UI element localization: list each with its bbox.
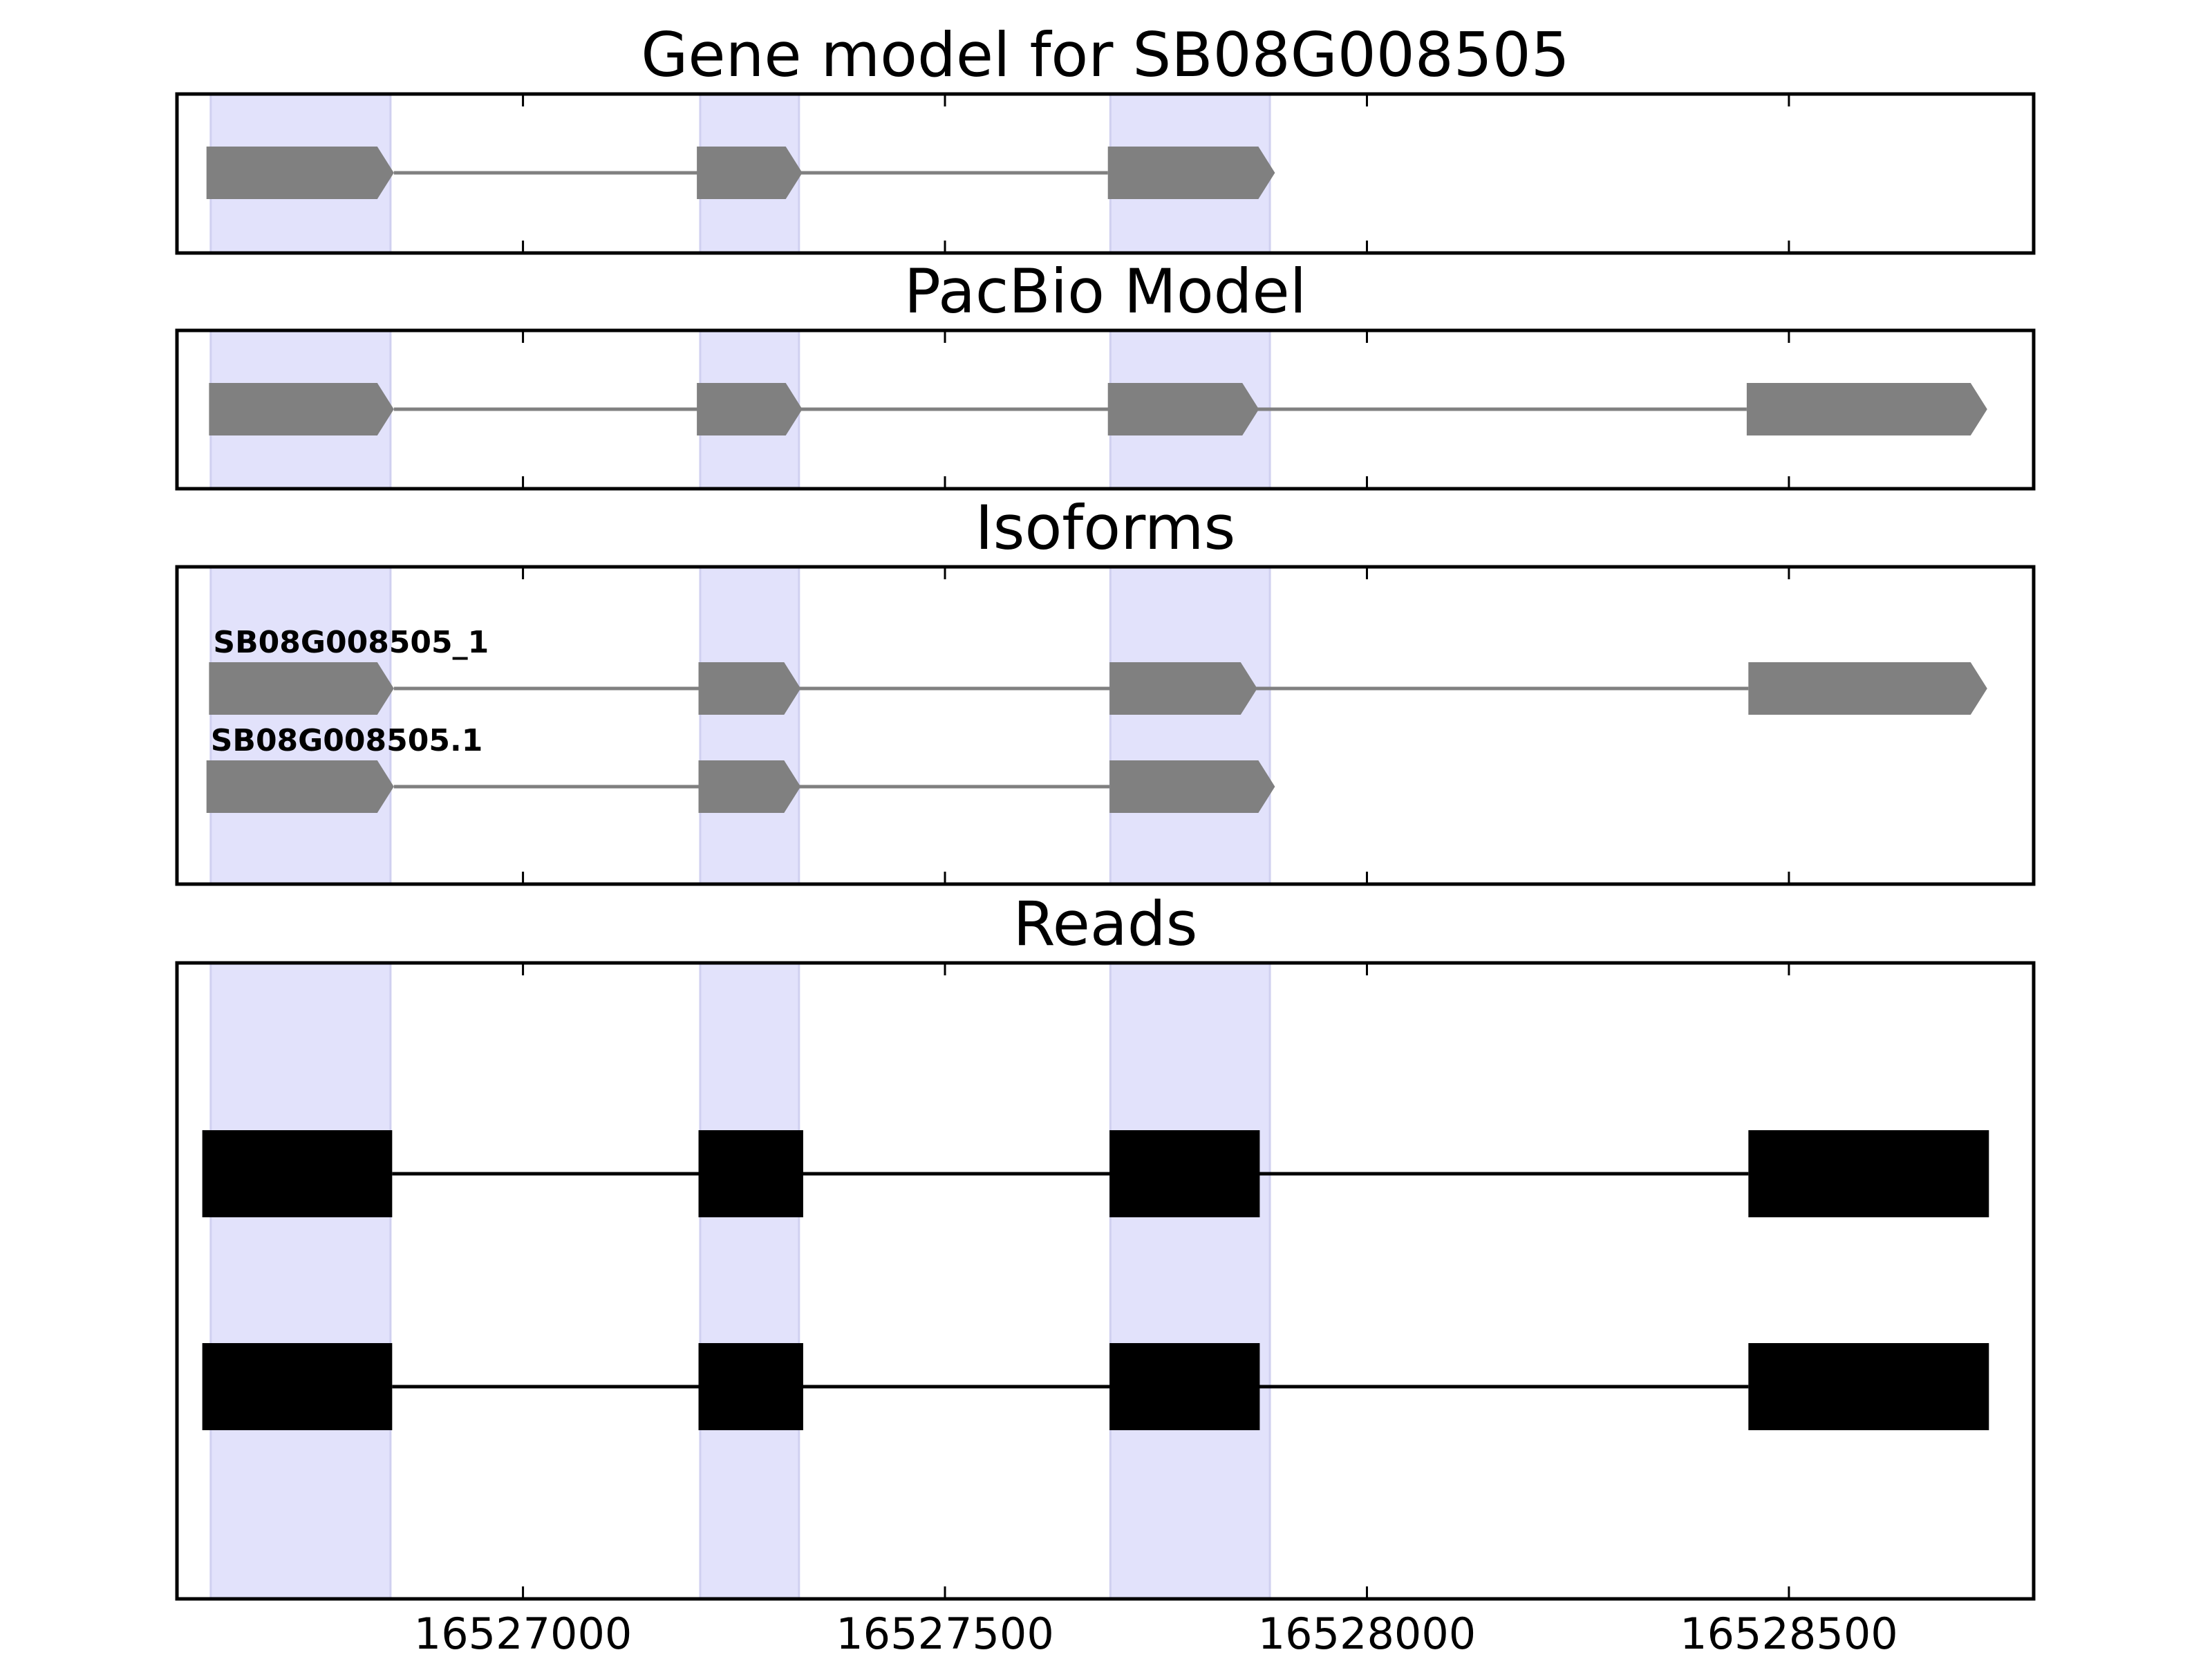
read-exon-block xyxy=(1109,1130,1260,1217)
panel-title: Gene model for SB08G008505 xyxy=(641,19,1570,91)
exon-arrow xyxy=(1746,383,1987,435)
x-tick-label: 16527500 xyxy=(836,1609,1054,1659)
isoform-label: SB08G008505_1 xyxy=(213,625,489,660)
panel-frame xyxy=(175,565,2036,886)
panel-frame xyxy=(175,328,2036,491)
read-exon-block xyxy=(1109,1343,1260,1430)
read-exon-block xyxy=(202,1343,393,1430)
exon-highlight-band xyxy=(1109,962,1271,1600)
exon-arrow xyxy=(1109,662,1257,715)
exon-arrow xyxy=(1107,147,1275,199)
isoform-label: SB08G008505.1 xyxy=(211,723,483,758)
exon-arrow xyxy=(206,760,394,813)
panel-frame xyxy=(175,961,2036,1601)
panel-title: Reads xyxy=(1013,888,1198,959)
panel-reads: Reads 16527000 16527500 16528000 16528500 xyxy=(175,888,2036,1659)
exon-highlight-band xyxy=(209,962,392,1600)
read-exon-block xyxy=(1748,1130,1989,1217)
exon-arrow xyxy=(1107,383,1259,435)
x-tick-label: 16528500 xyxy=(1680,1609,1898,1659)
exon-arrow xyxy=(1748,662,1987,715)
exon-arrow xyxy=(697,147,803,199)
exon-highlight-band xyxy=(699,962,800,1600)
exon-arrow xyxy=(697,383,803,435)
exon-arrow xyxy=(209,383,394,435)
panel-pacbio-model: PacBio Model xyxy=(175,256,2036,491)
panel-isoforms: Isoforms SB08G008505_1 SB08G008505.1 xyxy=(175,492,2036,886)
read-exon-block xyxy=(698,1130,803,1217)
panel-frame xyxy=(175,92,2036,255)
x-tick-label: 16528000 xyxy=(1258,1609,1477,1659)
exon-arrow xyxy=(698,662,801,715)
exon-highlight-band xyxy=(699,565,800,885)
exon-arrow xyxy=(209,662,394,715)
read-exon-block xyxy=(1748,1343,1989,1430)
panel-title: PacBio Model xyxy=(904,256,1306,327)
exon-arrow xyxy=(698,760,801,813)
read-exon-block xyxy=(698,1343,803,1430)
read-exon-block xyxy=(202,1130,393,1217)
x-tick-label: 16527000 xyxy=(414,1609,632,1659)
exon-highlight-band xyxy=(1109,565,1271,885)
exon-arrow xyxy=(206,147,394,199)
exon-arrow xyxy=(1109,760,1275,813)
panel-title: Isoforms xyxy=(975,492,1236,563)
panel-gene-model: Gene model for SB08G008505 xyxy=(175,19,2036,255)
